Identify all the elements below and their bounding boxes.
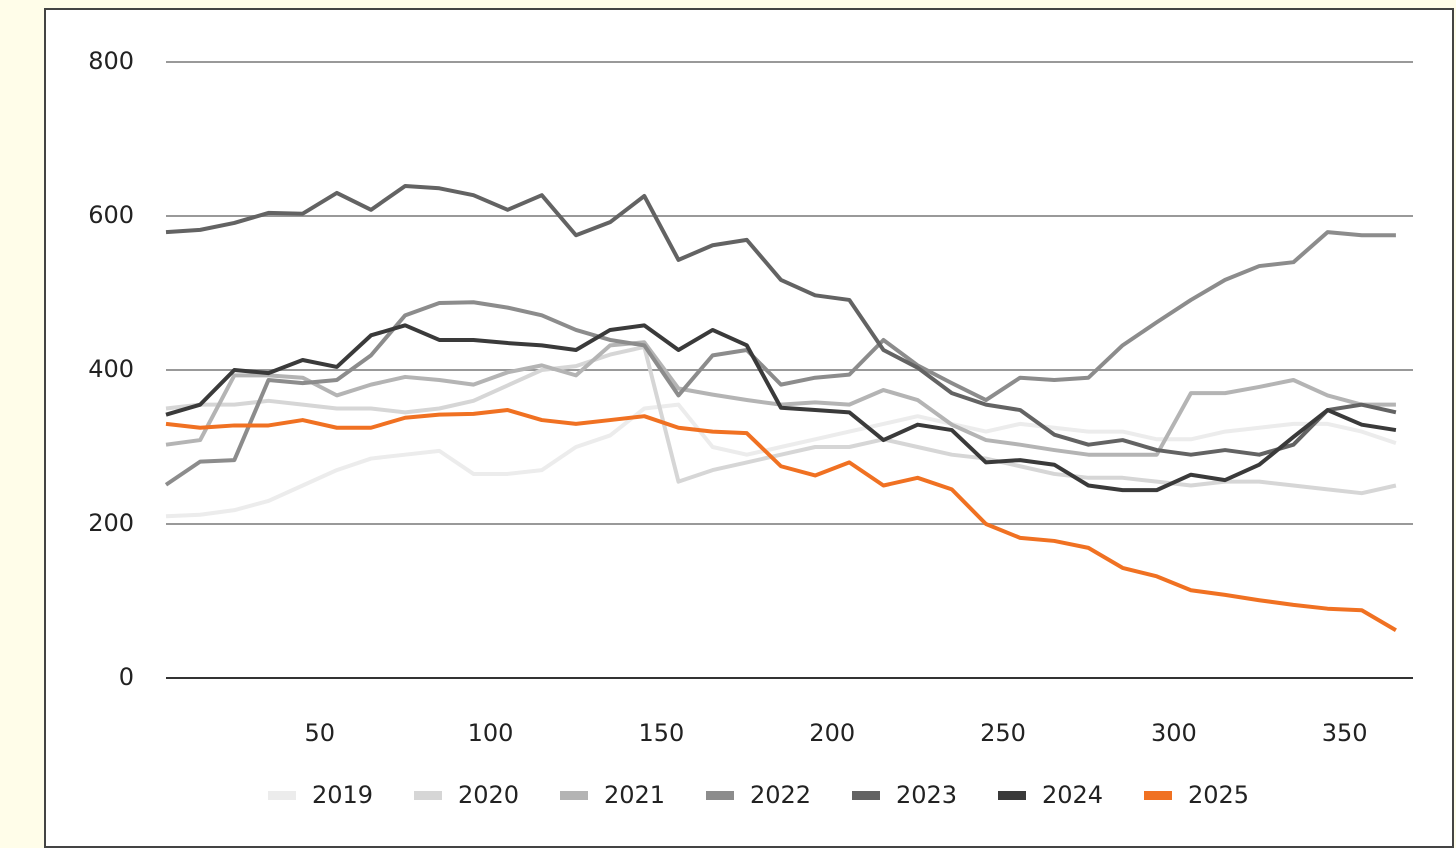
series-line bbox=[165, 344, 1397, 496]
legend-swatch bbox=[852, 791, 880, 800]
legend-swatch bbox=[998, 791, 1026, 800]
chart-frame bbox=[44, 8, 1454, 848]
y-tick-label: 400 bbox=[88, 355, 134, 383]
legend-label: 2024 bbox=[1042, 781, 1103, 809]
legend-label: 2020 bbox=[458, 781, 519, 809]
x-tick-label: 100 bbox=[468, 719, 514, 747]
series-line bbox=[165, 340, 1396, 457]
series-line bbox=[165, 183, 1397, 457]
y-tick-label: 600 bbox=[88, 201, 134, 229]
legend-swatch bbox=[560, 791, 588, 800]
series-line bbox=[164, 230, 1396, 487]
y-tick-label: 0 bbox=[119, 663, 134, 691]
legend-label: 2023 bbox=[896, 781, 957, 809]
y-tick-label: 200 bbox=[88, 509, 134, 537]
legend-label: 2025 bbox=[1188, 781, 1249, 809]
legend-label: 2019 bbox=[312, 781, 373, 809]
x-tick-label: 50 bbox=[304, 719, 335, 747]
legend-swatch bbox=[414, 791, 442, 800]
legend-swatch bbox=[268, 791, 296, 800]
x-tick-label: 300 bbox=[1151, 719, 1197, 747]
x-tick-label: 250 bbox=[980, 719, 1026, 747]
series-line bbox=[165, 408, 1397, 632]
legend-label: 2022 bbox=[750, 781, 811, 809]
series-line bbox=[165, 402, 1397, 519]
y-tick-label: 800 bbox=[88, 47, 134, 75]
legend-swatch bbox=[1144, 791, 1172, 800]
legend-swatch bbox=[706, 791, 734, 800]
x-tick-label: 150 bbox=[638, 719, 684, 747]
legend-label: 2021 bbox=[604, 781, 665, 809]
series-line bbox=[165, 323, 1397, 493]
x-tick-label: 200 bbox=[809, 719, 855, 747]
x-tick-label: 350 bbox=[1322, 719, 1368, 747]
